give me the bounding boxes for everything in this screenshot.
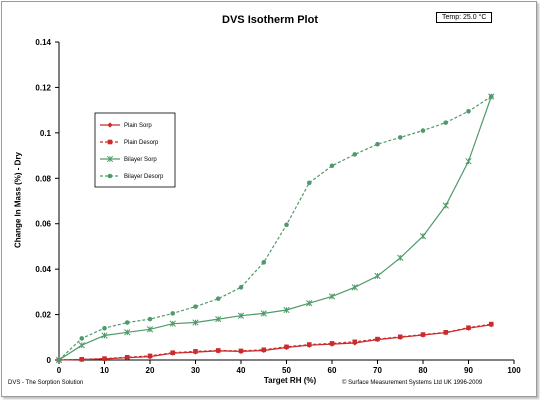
data-point-bilayer-desorp bbox=[147, 316, 153, 322]
x-tick-label: 30 bbox=[191, 366, 200, 375]
data-point-bilayer-sorp bbox=[442, 202, 449, 209]
data-point-bilayer-desorp bbox=[375, 141, 380, 147]
y-tick-label: 0.14 bbox=[35, 38, 51, 47]
data-point-bilayer-sorp bbox=[78, 342, 85, 349]
data-point-bilayer-sorp bbox=[260, 310, 267, 317]
data-point-plain-desorp bbox=[420, 332, 426, 337]
data-point-bilayer-sorp bbox=[306, 300, 313, 307]
data-point-bilayer-desorp bbox=[329, 163, 335, 169]
y-tick-label: 0.02 bbox=[35, 311, 51, 320]
y-tick-label: 0.06 bbox=[35, 220, 51, 229]
data-point-bilayer-desorp bbox=[238, 285, 244, 290]
data-point-bilayer-desorp bbox=[466, 108, 471, 114]
x-tick-label: 90 bbox=[464, 366, 473, 375]
data-point-plain-desorp bbox=[102, 356, 107, 361]
data-point-bilayer-desorp bbox=[102, 325, 107, 331]
series-bilayer-desorp bbox=[56, 94, 494, 363]
data-point-plain-desorp bbox=[170, 350, 176, 356]
series-line-plain-desorp bbox=[58, 323, 492, 361]
data-point-plain-desorp bbox=[284, 344, 289, 350]
y-tick-label: 0.12 bbox=[35, 83, 51, 92]
data-point-bilayer-sorp bbox=[192, 319, 199, 326]
temperature-badge: Temp: 25.0 °C bbox=[436, 12, 493, 23]
y-tick-label: 0.1 bbox=[40, 129, 52, 138]
legend-label-plain-desorp: Plain Desorp bbox=[124, 140, 159, 146]
series-line-bilayer-desorp bbox=[58, 95, 492, 361]
chart-title: DVS Isotherm Plot bbox=[222, 14, 318, 26]
x-tick-label: 100 bbox=[507, 366, 521, 375]
data-point-plain-desorp bbox=[329, 341, 335, 346]
x-tick-label: 80 bbox=[419, 366, 428, 375]
data-point-plain-desorp bbox=[193, 349, 198, 354]
data-point-bilayer-sorp bbox=[419, 233, 427, 240]
data-point-plain-desorp bbox=[261, 347, 267, 353]
series-plain-sorp bbox=[56, 322, 494, 363]
series-line-bilayer-sorp bbox=[58, 96, 492, 361]
data-point-bilayer-desorp bbox=[488, 94, 494, 99]
data-point-bilayer-desorp bbox=[420, 128, 426, 133]
data-point-bilayer-sorp bbox=[465, 158, 472, 165]
x-axis-label: Target RH (%) bbox=[263, 376, 317, 385]
data-point-bilayer-desorp bbox=[79, 336, 85, 341]
data-point-bilayer-sorp bbox=[169, 320, 176, 327]
data-point-bilayer-desorp bbox=[352, 152, 358, 157]
data-point-bilayer-sorp bbox=[374, 272, 381, 280]
data-point-bilayer-desorp bbox=[397, 135, 403, 140]
y-tick-label: 0 bbox=[47, 356, 52, 365]
data-point-bilayer-sorp bbox=[215, 315, 222, 323]
data-point-bilayer-sorp bbox=[146, 326, 154, 333]
x-tick-label: 40 bbox=[237, 366, 246, 375]
footer-tagline: DVS - The Sorption Solution bbox=[8, 380, 84, 386]
data-point-plain-desorp bbox=[352, 339, 358, 345]
data-point-plain-desorp bbox=[306, 342, 312, 347]
data-point-bilayer-sorp bbox=[101, 332, 108, 339]
data-point-bilayer-sorp bbox=[328, 293, 336, 300]
data-point-bilayer-desorp bbox=[261, 260, 267, 265]
x-tick-label: 10 bbox=[100, 366, 109, 375]
legend-marker-plain-sorp bbox=[107, 122, 113, 128]
data-point-plain-desorp bbox=[443, 329, 449, 335]
data-point-bilayer-desorp bbox=[306, 180, 312, 186]
y-tick-label: 0.04 bbox=[35, 265, 51, 274]
legend-marker-plain-desorp bbox=[107, 139, 113, 145]
data-point-bilayer-sorp bbox=[124, 329, 131, 336]
data-point-bilayer-desorp bbox=[443, 120, 449, 125]
data-point-bilayer-sorp bbox=[283, 306, 290, 314]
footer-copyright: © Surface Measurement Systems Ltd UK 199… bbox=[342, 380, 483, 386]
data-point-plain-desorp bbox=[215, 348, 221, 353]
legend: Plain Sorp Plain Desorp Bilayer Sorp Bilaye… bbox=[94, 112, 176, 188]
legend-label-bilayer-sorp: Bilayer Sorp bbox=[124, 157, 157, 163]
data-point-bilayer-desorp bbox=[215, 296, 221, 301]
x-tick-label: 50 bbox=[282, 366, 291, 375]
data-point-bilayer-sorp bbox=[397, 254, 404, 261]
x-tick-label: 60 bbox=[328, 366, 337, 375]
data-point-bilayer-desorp bbox=[124, 320, 130, 325]
data-point-plain-desorp bbox=[147, 353, 153, 359]
data-point-bilayer-desorp bbox=[170, 311, 176, 316]
legend-marker-bilayer-sorp bbox=[106, 155, 114, 163]
data-point-bilayer-sorp bbox=[351, 284, 358, 291]
x-tick-label: 20 bbox=[146, 366, 155, 375]
data-point-plain-desorp bbox=[238, 348, 244, 354]
legend-label-plain-sorp: Plain Sorp bbox=[124, 123, 152, 129]
series-line-plain-sorp bbox=[58, 324, 492, 361]
x-tick-label: 0 bbox=[57, 366, 62, 375]
data-point-plain-desorp bbox=[124, 354, 130, 360]
data-point-bilayer-desorp bbox=[56, 357, 62, 363]
legend-label-bilayer-desorp: Bilayer Desorp bbox=[124, 174, 164, 180]
series-plain-desorp bbox=[56, 321, 494, 363]
x-tick-label: 70 bbox=[373, 366, 382, 375]
data-point-plain-desorp bbox=[375, 336, 380, 342]
data-point-plain-desorp bbox=[488, 321, 494, 327]
y-tick-label: 0.08 bbox=[35, 174, 51, 183]
legend-marker-bilayer-desorp bbox=[107, 173, 113, 179]
data-point-bilayer-desorp bbox=[193, 304, 198, 309]
data-point-bilayer-sorp bbox=[237, 312, 245, 319]
data-point-plain-desorp bbox=[466, 325, 471, 331]
data-point-plain-desorp bbox=[79, 357, 85, 362]
data-point-plain-desorp bbox=[397, 334, 403, 340]
data-point-bilayer-desorp bbox=[284, 222, 289, 228]
